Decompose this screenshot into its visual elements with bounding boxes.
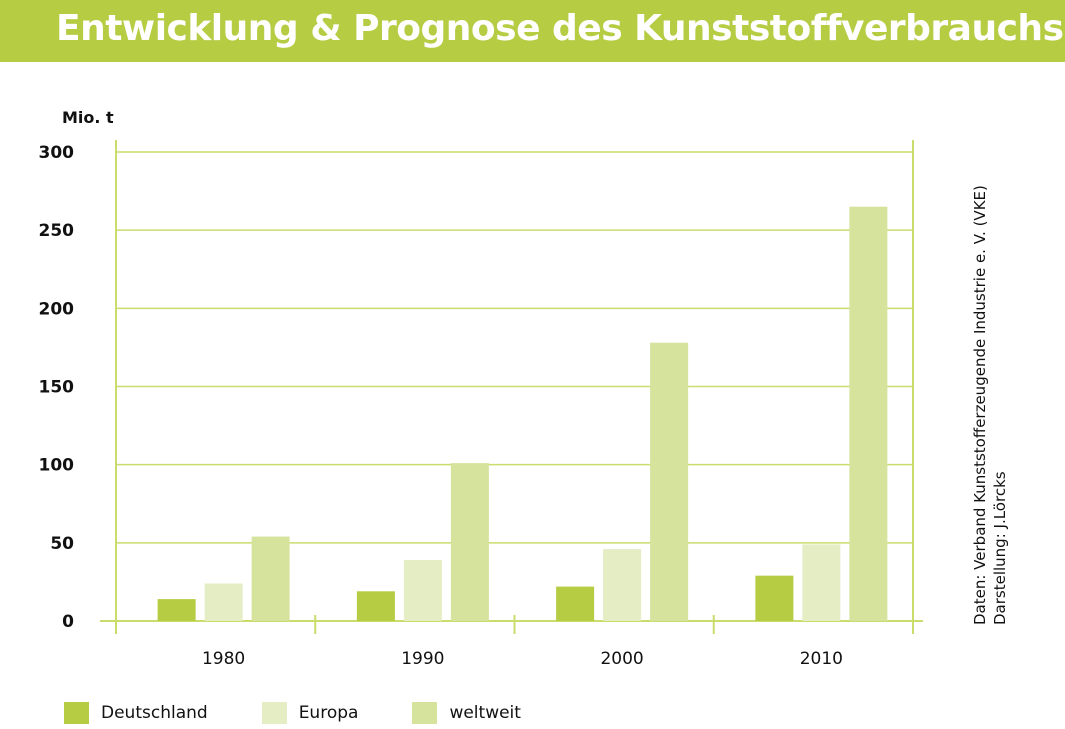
x-tick-label: 1980 [202, 649, 245, 669]
title-banner: Entwicklung & Prognose des Kunststoffver… [0, 0, 1065, 62]
bar-deutschland-2000 [556, 586, 595, 621]
chart-title: Entwicklung & Prognose des Kunststoffver… [56, 8, 1064, 49]
y-tick-label: 0 [62, 612, 74, 632]
y-tick-label: 50 [50, 534, 74, 554]
bar-weltweit-1990 [450, 463, 489, 621]
x-tick-label: 1990 [401, 649, 444, 669]
bar-europa-1990 [403, 560, 442, 621]
legend-label-europa: Europa [298, 703, 359, 723]
bar-deutschland-1980 [157, 599, 196, 621]
y-tick-label: 100 [39, 456, 75, 476]
source-note: Daten: Verband Kunststofferzeugende Indu… [971, 185, 1009, 625]
legend-swatch-weltweit [412, 702, 438, 724]
bar-weltweit-2000 [650, 342, 689, 621]
bar-europa-1980 [204, 583, 243, 621]
y-tick-label: 150 [39, 378, 75, 398]
legend: Deutschland Europa weltweit [64, 702, 575, 724]
x-tick-label: 2000 [600, 649, 643, 669]
y-tick-label: 300 [39, 143, 75, 163]
bar-deutschland-1990 [356, 591, 395, 621]
legend-label-deutschland: Deutschland [101, 703, 208, 723]
y-tick-label: 250 [39, 221, 75, 241]
legend-label-weltweit: weltweit [449, 703, 521, 723]
legend-item-deutschland: Deutschland [64, 702, 208, 724]
source-note-data: Daten: Verband Kunststofferzeugende Indu… [971, 185, 989, 625]
legend-swatch-europa [261, 702, 287, 724]
y-tick-label: 200 [39, 299, 75, 319]
y-axis-unit-label: Mio. t [62, 108, 114, 127]
bar-europa-2010 [802, 544, 841, 621]
legend-swatch-deutschland [64, 702, 89, 724]
bar-weltweit-1980 [251, 536, 290, 621]
legend-item-europa: Europa [261, 702, 359, 724]
bar-deutschland-2010 [755, 575, 794, 621]
legend-item-weltweit: weltweit [412, 702, 521, 724]
source-note-credit: Darstellung: J.Lörcks [991, 471, 1009, 625]
bar-europa-2000 [603, 549, 642, 621]
bar-weltweit-2010 [849, 206, 888, 621]
x-tick-label: 2010 [800, 649, 843, 669]
